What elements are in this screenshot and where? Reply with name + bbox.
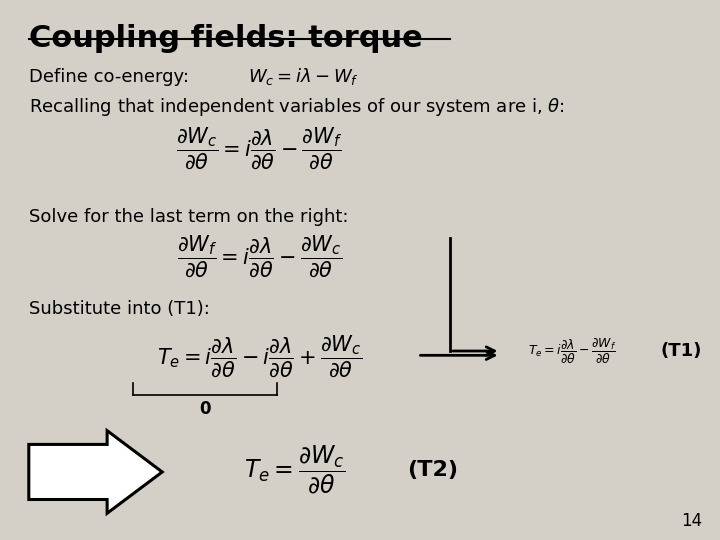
Text: $T_e = i\dfrac{\partial \lambda}{\partial \theta} - \dfrac{\partial W_f}{\partia: $T_e = i\dfrac{\partial \lambda}{\partia… (528, 336, 616, 366)
Text: 14: 14 (681, 512, 702, 530)
Text: $T_e = i\dfrac{\partial \lambda}{\partial \theta} - i\dfrac{\partial \lambda}{\p: $T_e = i\dfrac{\partial \lambda}{\partia… (156, 334, 362, 379)
Text: Solve for the last term on the right:: Solve for the last term on the right: (29, 208, 348, 226)
Text: 0: 0 (199, 400, 211, 417)
Text: $W_c = i\lambda - W_f$: $W_c = i\lambda - W_f$ (248, 66, 359, 87)
Text: Substitute into (T1):: Substitute into (T1): (29, 300, 210, 318)
Text: Recalling that independent variables of our system are i, $\theta$:: Recalling that independent variables of … (29, 96, 564, 118)
Text: (T2): (T2) (407, 460, 458, 480)
Text: $\dfrac{\partial W_c}{\partial \theta} = i\dfrac{\partial \lambda}{\partial \the: $\dfrac{\partial W_c}{\partial \theta} =… (176, 126, 342, 171)
Text: $T_e = \dfrac{\partial W_c}{\partial \theta}$: $T_e = \dfrac{\partial W_c}{\partial \th… (244, 443, 346, 496)
Text: Coupling fields: torque: Coupling fields: torque (29, 24, 423, 53)
Text: Define co-energy:: Define co-energy: (29, 68, 189, 85)
Text: $\dfrac{\partial W_f}{\partial \theta} = i\dfrac{\partial \lambda}{\partial \the: $\dfrac{\partial W_f}{\partial \theta} =… (176, 234, 342, 279)
Text: (T1): (T1) (661, 342, 702, 360)
FancyBboxPatch shape (29, 431, 162, 513)
